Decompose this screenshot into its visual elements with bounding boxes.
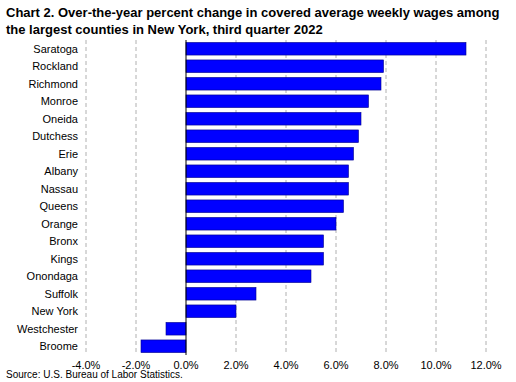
source-note: Source: U.S. Bureau of Labor Statistics. [6, 369, 183, 380]
bar [186, 165, 349, 178]
category-label: Westchester [17, 323, 78, 335]
bar [186, 60, 384, 73]
category-label: Dutchess [32, 130, 78, 142]
bar [186, 200, 344, 213]
bar [186, 130, 359, 143]
tick-label: 4.0% [273, 359, 298, 371]
category-label: Rockland [32, 60, 78, 72]
category-label: Orange [41, 218, 78, 230]
category-label: Oneida [43, 113, 79, 125]
bars [141, 42, 466, 352]
category-label: New York [32, 305, 79, 317]
bar [186, 270, 311, 283]
grid-line [386, 40, 387, 355]
grid-line [436, 40, 437, 355]
bar [186, 305, 236, 318]
bar [166, 322, 186, 335]
bar [186, 182, 349, 195]
category-label: Saratoga [33, 43, 79, 55]
category-label: Bronx [49, 235, 78, 247]
tick-label: 8.0% [373, 359, 398, 371]
bar [186, 77, 381, 90]
category-label: Onondaga [27, 270, 79, 282]
category-label: Broome [39, 340, 78, 352]
tick-label: 12.0% [470, 359, 501, 371]
zero-axis [186, 40, 187, 355]
tick-label: 2.0% [223, 359, 248, 371]
tick-label: 6.0% [323, 359, 348, 371]
chart-title: Chart 2. Over-the-year percent change in… [6, 4, 506, 38]
bar [186, 112, 361, 125]
bar [186, 235, 324, 248]
category-label: Albany [44, 165, 78, 177]
grid-line [86, 40, 87, 355]
bar [186, 217, 336, 230]
bar [186, 147, 354, 160]
category-label: Richmond [28, 78, 78, 90]
bar [186, 287, 256, 300]
category-label: Kings [50, 253, 78, 265]
category-label: Nassau [41, 183, 78, 195]
category-label: Erie [58, 148, 78, 160]
bar [186, 95, 369, 108]
category-label: Suffolk [45, 288, 79, 300]
category-label: Queens [39, 200, 78, 212]
bar [186, 252, 324, 265]
category-label: Monroe [41, 95, 78, 107]
chart-svg: -4.0%-2.0%0.0%2.0%4.0%6.0%8.0%10.0%12.0%… [0, 0, 516, 382]
grid-line [136, 40, 137, 355]
tick-label: 10.0% [420, 359, 451, 371]
bar [141, 340, 186, 353]
bar [186, 42, 466, 55]
grid-line [486, 40, 487, 355]
